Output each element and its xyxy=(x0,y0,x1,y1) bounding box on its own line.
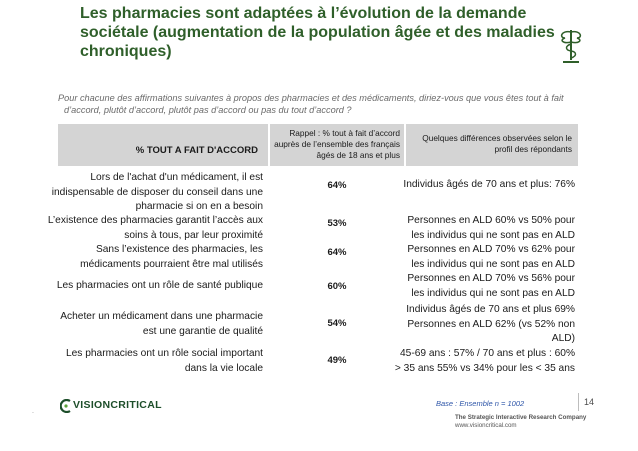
row-differences: Personnes en ALD 70% vs 56% pour les ind… xyxy=(407,272,575,301)
label-line: Les pharmacies ont un rôle de santé publ… xyxy=(56,280,263,291)
diff-line: 45-69 ans : 57% / 70 ans et plus : 60% xyxy=(400,348,575,359)
diff-line: ALD) xyxy=(551,333,575,344)
row-differences: Personnes en ALD 60% vs 50% pour les ind… xyxy=(407,214,575,243)
row-differences: Individus âgés de 70 ans et plus: 76% xyxy=(403,178,575,193)
row-differences: Personnes en ALD 70% vs 62% pour les ind… xyxy=(407,243,575,272)
diff-line: les individus qui ne sont pas en ALD xyxy=(411,287,575,299)
diff-line: Individus âgés de 70 ans et plus: 76% xyxy=(403,179,575,190)
header-label: Quelques différences observées selon le … xyxy=(422,133,572,155)
diff-line: Personnes en ALD 62% (vs 52% non xyxy=(407,318,575,330)
row-percentage: 49% xyxy=(327,355,347,366)
diff-line: Personnes en ALD 70% vs 62% pour xyxy=(407,244,575,255)
page-number: 14 xyxy=(584,397,595,407)
label-line: Acheter un médicament dans une pharmacie xyxy=(60,311,263,322)
title-line: chroniques) xyxy=(80,43,172,60)
brand-mark-icon xyxy=(60,399,71,413)
row-label: Les pharmacies ont un rôle social import… xyxy=(66,347,263,376)
header-line: profil des répondants xyxy=(494,144,573,154)
diff-line: les individus qui ne sont pas en ALD xyxy=(411,229,575,241)
header-line: Rappel : % tout à fait d’accord xyxy=(289,128,400,138)
footer-company: The Strategic Interactive Research Compa… xyxy=(455,414,586,430)
row-label: Acheter un médicament dans une pharmacie… xyxy=(60,310,263,339)
table-header-col1: % TOUT A FAIT D'ACCORD xyxy=(58,124,268,166)
footer-dot: . xyxy=(32,408,34,415)
diff-line: les individus qui ne sont pas en ALD xyxy=(411,258,575,270)
divider xyxy=(578,393,579,411)
header-line: Quelques différences observées selon le xyxy=(422,133,572,143)
label-line: Les pharmacies ont un rôle social import… xyxy=(65,348,263,359)
row-percentage: 64% xyxy=(327,180,347,191)
label-line: médicaments pourraient être mal utilisés xyxy=(80,258,263,270)
label-line: soins à tous, par leur proximité xyxy=(124,229,263,241)
diff-line: > 35 ans 55% vs 34% pour les < 35 ans xyxy=(394,362,575,374)
label-line: Sans l’existence des pharmacies, les xyxy=(95,244,263,255)
header-line: auprès de l’ensemble des français xyxy=(274,139,400,149)
base-note: Base : Ensemble n = 1002 xyxy=(436,399,525,408)
caduceus-logo xyxy=(560,30,582,63)
row-percentage: 54% xyxy=(327,318,347,329)
diff-line: Personnes en ALD 70% vs 56% pour xyxy=(407,273,575,284)
page-title: Les pharmacies sont adaptées à l’évoluti… xyxy=(80,4,555,61)
brand-name: VISIONCRITICAL xyxy=(73,399,162,411)
question-text: Pour chacune des affirmations suivantes … xyxy=(58,92,618,116)
row-label: Sans l’existence des pharmacies, les méd… xyxy=(80,243,263,272)
label-line: indispensable de disposer du conseil dan… xyxy=(51,186,263,198)
row-differences: 45-69 ans : 57% / 70 ans et plus : 60% >… xyxy=(395,347,575,376)
header-label: % TOUT A FAIT D'ACCORD xyxy=(135,145,258,156)
question-line: Pour chacune des affirmations suivantes … xyxy=(58,93,564,103)
header-label: Rappel : % tout à fait d’accord auprès d… xyxy=(274,128,400,161)
row-percentage: 53% xyxy=(327,218,347,229)
label-line: est une garantie de qualité xyxy=(142,325,263,337)
title-line: Les pharmacies sont adaptées à l’évoluti… xyxy=(80,5,527,22)
row-percentage: 64% xyxy=(327,247,347,258)
row-label: Lors de l'achat d'un médicament, il est … xyxy=(52,171,263,215)
row-percentage: 60% xyxy=(327,281,347,292)
label-line: pharmacie si on en a besoin xyxy=(135,201,263,212)
label-line: L’existence des pharmacies garantit l’ac… xyxy=(47,215,263,226)
header-line: âgés de 18 ans et plus xyxy=(316,150,401,160)
label-line: dans la vie locale xyxy=(184,362,263,374)
footer-line: The Strategic Interactive Research Compa… xyxy=(455,414,587,421)
row-differences: Individus âgés de 70 ans et plus 69% Per… xyxy=(406,303,575,347)
diff-line: Personnes en ALD 60% vs 50% pour xyxy=(407,215,575,226)
footer-line: www.visioncritical.com xyxy=(455,422,517,429)
question-line: d’accord, plutôt d’accord, plutôt pas d’… xyxy=(64,105,352,115)
table-header-col2: Rappel : % tout à fait d’accord auprès d… xyxy=(270,124,404,166)
title-line: sociétale (augmentation de la population… xyxy=(80,24,555,41)
row-label: L’existence des pharmacies garantit l’ac… xyxy=(48,214,263,243)
label-line: Lors de l'achat d'un médicament, il est xyxy=(90,172,263,183)
table-header-col3: Quelques différences observées selon le … xyxy=(406,124,578,166)
row-label: Les pharmacies ont un rôle de santé publ… xyxy=(57,279,263,294)
brand-logo: VISIONCRITICAL xyxy=(60,399,161,413)
diff-line: Individus âgés de 70 ans et plus 69% xyxy=(406,304,575,315)
